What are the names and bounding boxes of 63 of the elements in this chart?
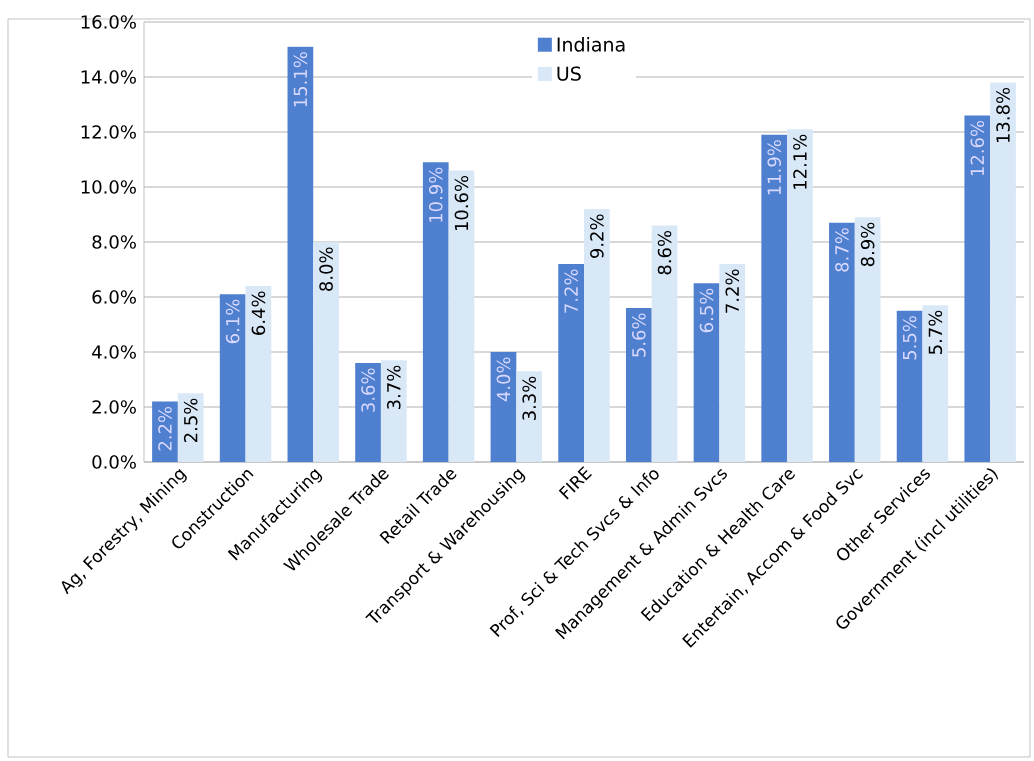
y-tick-label: 10.0% bbox=[81, 180, 136, 194]
y-tick-label: 0.0% bbox=[92, 455, 136, 469]
bar bbox=[896, 310, 923, 463]
bar bbox=[380, 360, 407, 463]
data-label: 7.2% bbox=[564, 269, 578, 313]
bar bbox=[854, 217, 881, 463]
data-label: 5.6% bbox=[632, 313, 646, 357]
y-tick-label: 4.0% bbox=[92, 345, 136, 359]
data-label: 9.2% bbox=[590, 214, 604, 258]
legend-label: Indiana bbox=[557, 37, 625, 52]
data-label: 13.8% bbox=[996, 87, 1010, 143]
data-label: 4.0% bbox=[496, 357, 511, 402]
bar bbox=[490, 352, 517, 463]
y-tick-label: 12.0% bbox=[81, 125, 136, 139]
bar bbox=[245, 286, 272, 463]
bar bbox=[625, 308, 652, 463]
y-tick-label: 14.0% bbox=[81, 70, 136, 84]
bar bbox=[287, 46, 314, 463]
legend-label: US bbox=[557, 66, 581, 81]
data-label: 10.9% bbox=[428, 167, 443, 222]
data-label: 6.1% bbox=[225, 299, 240, 344]
data-label: 5.5% bbox=[902, 316, 917, 360]
bar bbox=[922, 305, 949, 463]
data-label: 2.5% bbox=[183, 398, 198, 443]
bar bbox=[761, 134, 788, 463]
data-label: 6.5% bbox=[699, 288, 714, 333]
bar bbox=[787, 129, 813, 463]
data-label: 8.0% bbox=[319, 247, 333, 291]
data-label: 12.6% bbox=[970, 120, 985, 176]
bar bbox=[651, 225, 678, 463]
data-label: 6.4% bbox=[251, 291, 266, 335]
bar bbox=[177, 393, 204, 463]
bar bbox=[313, 242, 339, 463]
data-label: 12.1% bbox=[793, 134, 807, 189]
bar bbox=[584, 209, 610, 463]
bar bbox=[558, 264, 584, 463]
data-label: 11.9% bbox=[767, 140, 782, 195]
bar bbox=[152, 401, 178, 463]
y-tick-label: 8.0% bbox=[92, 235, 136, 249]
y-tick-label: 2.0% bbox=[92, 400, 136, 414]
data-label: 3.6% bbox=[361, 368, 375, 412]
bar bbox=[990, 82, 1016, 463]
y-tick-label: 16.0% bbox=[81, 15, 136, 29]
data-label: 8.7% bbox=[835, 228, 849, 272]
data-label: 8.9% bbox=[860, 222, 875, 267]
bar bbox=[448, 170, 475, 463]
y-tick-label: 6.0% bbox=[92, 290, 136, 304]
bar bbox=[829, 222, 855, 463]
data-label: 3.7% bbox=[386, 365, 401, 409]
data-label: 8.6% bbox=[657, 230, 672, 275]
data-label: 5.7% bbox=[928, 310, 943, 354]
bar bbox=[422, 162, 449, 463]
data-label: 15.1% bbox=[293, 52, 308, 107]
data-label: 2.2% bbox=[158, 406, 172, 451]
bar bbox=[355, 363, 381, 463]
bar bbox=[693, 283, 720, 463]
data-label: 7.2% bbox=[725, 269, 740, 313]
data-label: 10.6% bbox=[454, 175, 469, 231]
bar bbox=[219, 294, 246, 463]
bar bbox=[516, 371, 543, 463]
bar bbox=[964, 115, 991, 463]
data-label: 3.3% bbox=[522, 376, 536, 420]
bar bbox=[719, 264, 746, 463]
